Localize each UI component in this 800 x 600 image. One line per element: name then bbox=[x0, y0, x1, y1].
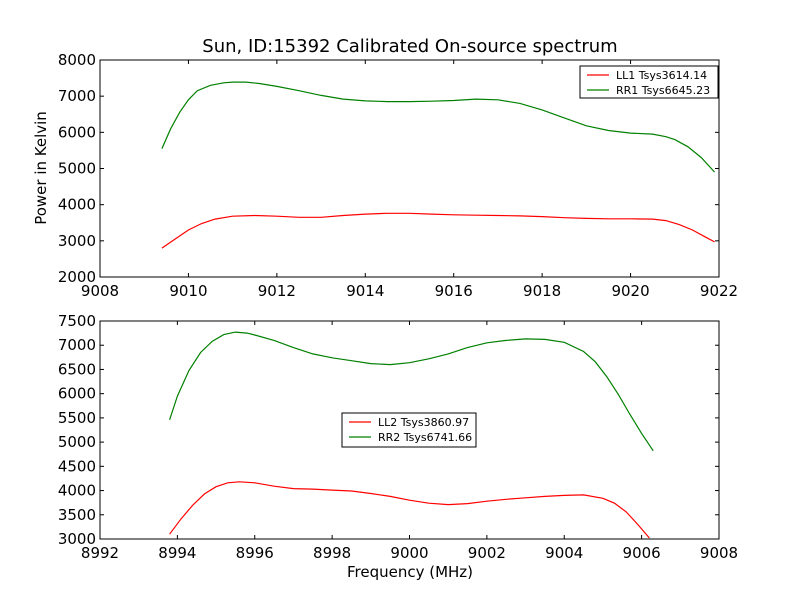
x-tick-label: 9016 bbox=[435, 282, 473, 300]
y-tick-label: 4000 bbox=[58, 196, 96, 214]
y-tick-label: 4500 bbox=[58, 457, 96, 475]
series-line-0-1 bbox=[161, 81, 716, 173]
y-tick-label: 6000 bbox=[58, 123, 96, 141]
x-tick-label: 9010 bbox=[169, 282, 207, 300]
y-tick-label: 4000 bbox=[58, 482, 96, 500]
x-tick-label: 8994 bbox=[158, 544, 196, 562]
y-tick-label: 5000 bbox=[58, 433, 96, 451]
y-tick-label: 7000 bbox=[58, 336, 96, 354]
x-tick-label: 9006 bbox=[623, 544, 661, 562]
y-tick-label: 6500 bbox=[58, 360, 96, 378]
top-panel: 9008 9010 9012 9014 9016 9018 9020 9022 2000 3000… bbox=[58, 51, 738, 300]
x-tick-label: 9002 bbox=[468, 544, 506, 562]
x-axis-label: Frequency (MHz) bbox=[347, 563, 473, 581]
legend: LL2 Tsys3860.97 RR2 Tsys6741.66 bbox=[341, 412, 477, 448]
x-tick-label: 9000 bbox=[390, 544, 428, 562]
y-tick-label: 5500 bbox=[58, 409, 96, 427]
y-tick-label: 6000 bbox=[58, 385, 96, 403]
series-line-0-0 bbox=[161, 212, 715, 249]
legend: LL1 Tsys3614.14 RR1 Tsys6645.23 bbox=[579, 65, 719, 99]
y-tick-label: 8000 bbox=[58, 51, 96, 69]
x-tick-label: 8998 bbox=[313, 544, 351, 562]
legend-label: LL2 Tsys3860.97 bbox=[378, 416, 469, 429]
y-tick-label: 3000 bbox=[58, 232, 96, 250]
legend-label: RR2 Tsys6741.66 bbox=[378, 431, 472, 444]
y-tick-label: 7000 bbox=[58, 87, 96, 105]
x-tick-label: 9008 bbox=[81, 282, 119, 300]
x-tick-label: 9022 bbox=[700, 282, 738, 300]
x-tick-label: 8996 bbox=[236, 544, 274, 562]
y-tick-label: 7500 bbox=[58, 312, 96, 330]
x-tick-label: 8992 bbox=[81, 544, 119, 562]
bottom-panel: 8992 8994 8996 8998 9000 9002 9004 9006 9008 3000… bbox=[58, 312, 738, 562]
series-line-1-1 bbox=[169, 331, 654, 452]
x-tick-label: 9004 bbox=[545, 544, 583, 562]
x-tick-label: 9018 bbox=[523, 282, 561, 300]
y-tick-label: 3000 bbox=[58, 530, 96, 548]
legend-box bbox=[341, 412, 477, 448]
x-tick-label: 9012 bbox=[258, 282, 296, 300]
series-line-1-0 bbox=[169, 481, 650, 539]
y-axis-label: Power in Kelvin bbox=[32, 111, 50, 225]
y-tick-label: 3500 bbox=[58, 506, 96, 524]
x-tick-label: 9020 bbox=[611, 282, 649, 300]
x-tick-label: 9008 bbox=[700, 544, 738, 562]
y-tick-label: 5000 bbox=[58, 160, 96, 178]
legend-label: RR1 Tsys6645.23 bbox=[616, 84, 710, 97]
legend-label: LL1 Tsys3614.14 bbox=[616, 69, 707, 82]
legend-box bbox=[579, 65, 719, 99]
y-tick-label: 2000 bbox=[58, 268, 96, 286]
chart-title: Sun, ID:15392 Calibrated On-source spect… bbox=[202, 36, 617, 57]
x-tick-label: 9014 bbox=[346, 282, 384, 300]
